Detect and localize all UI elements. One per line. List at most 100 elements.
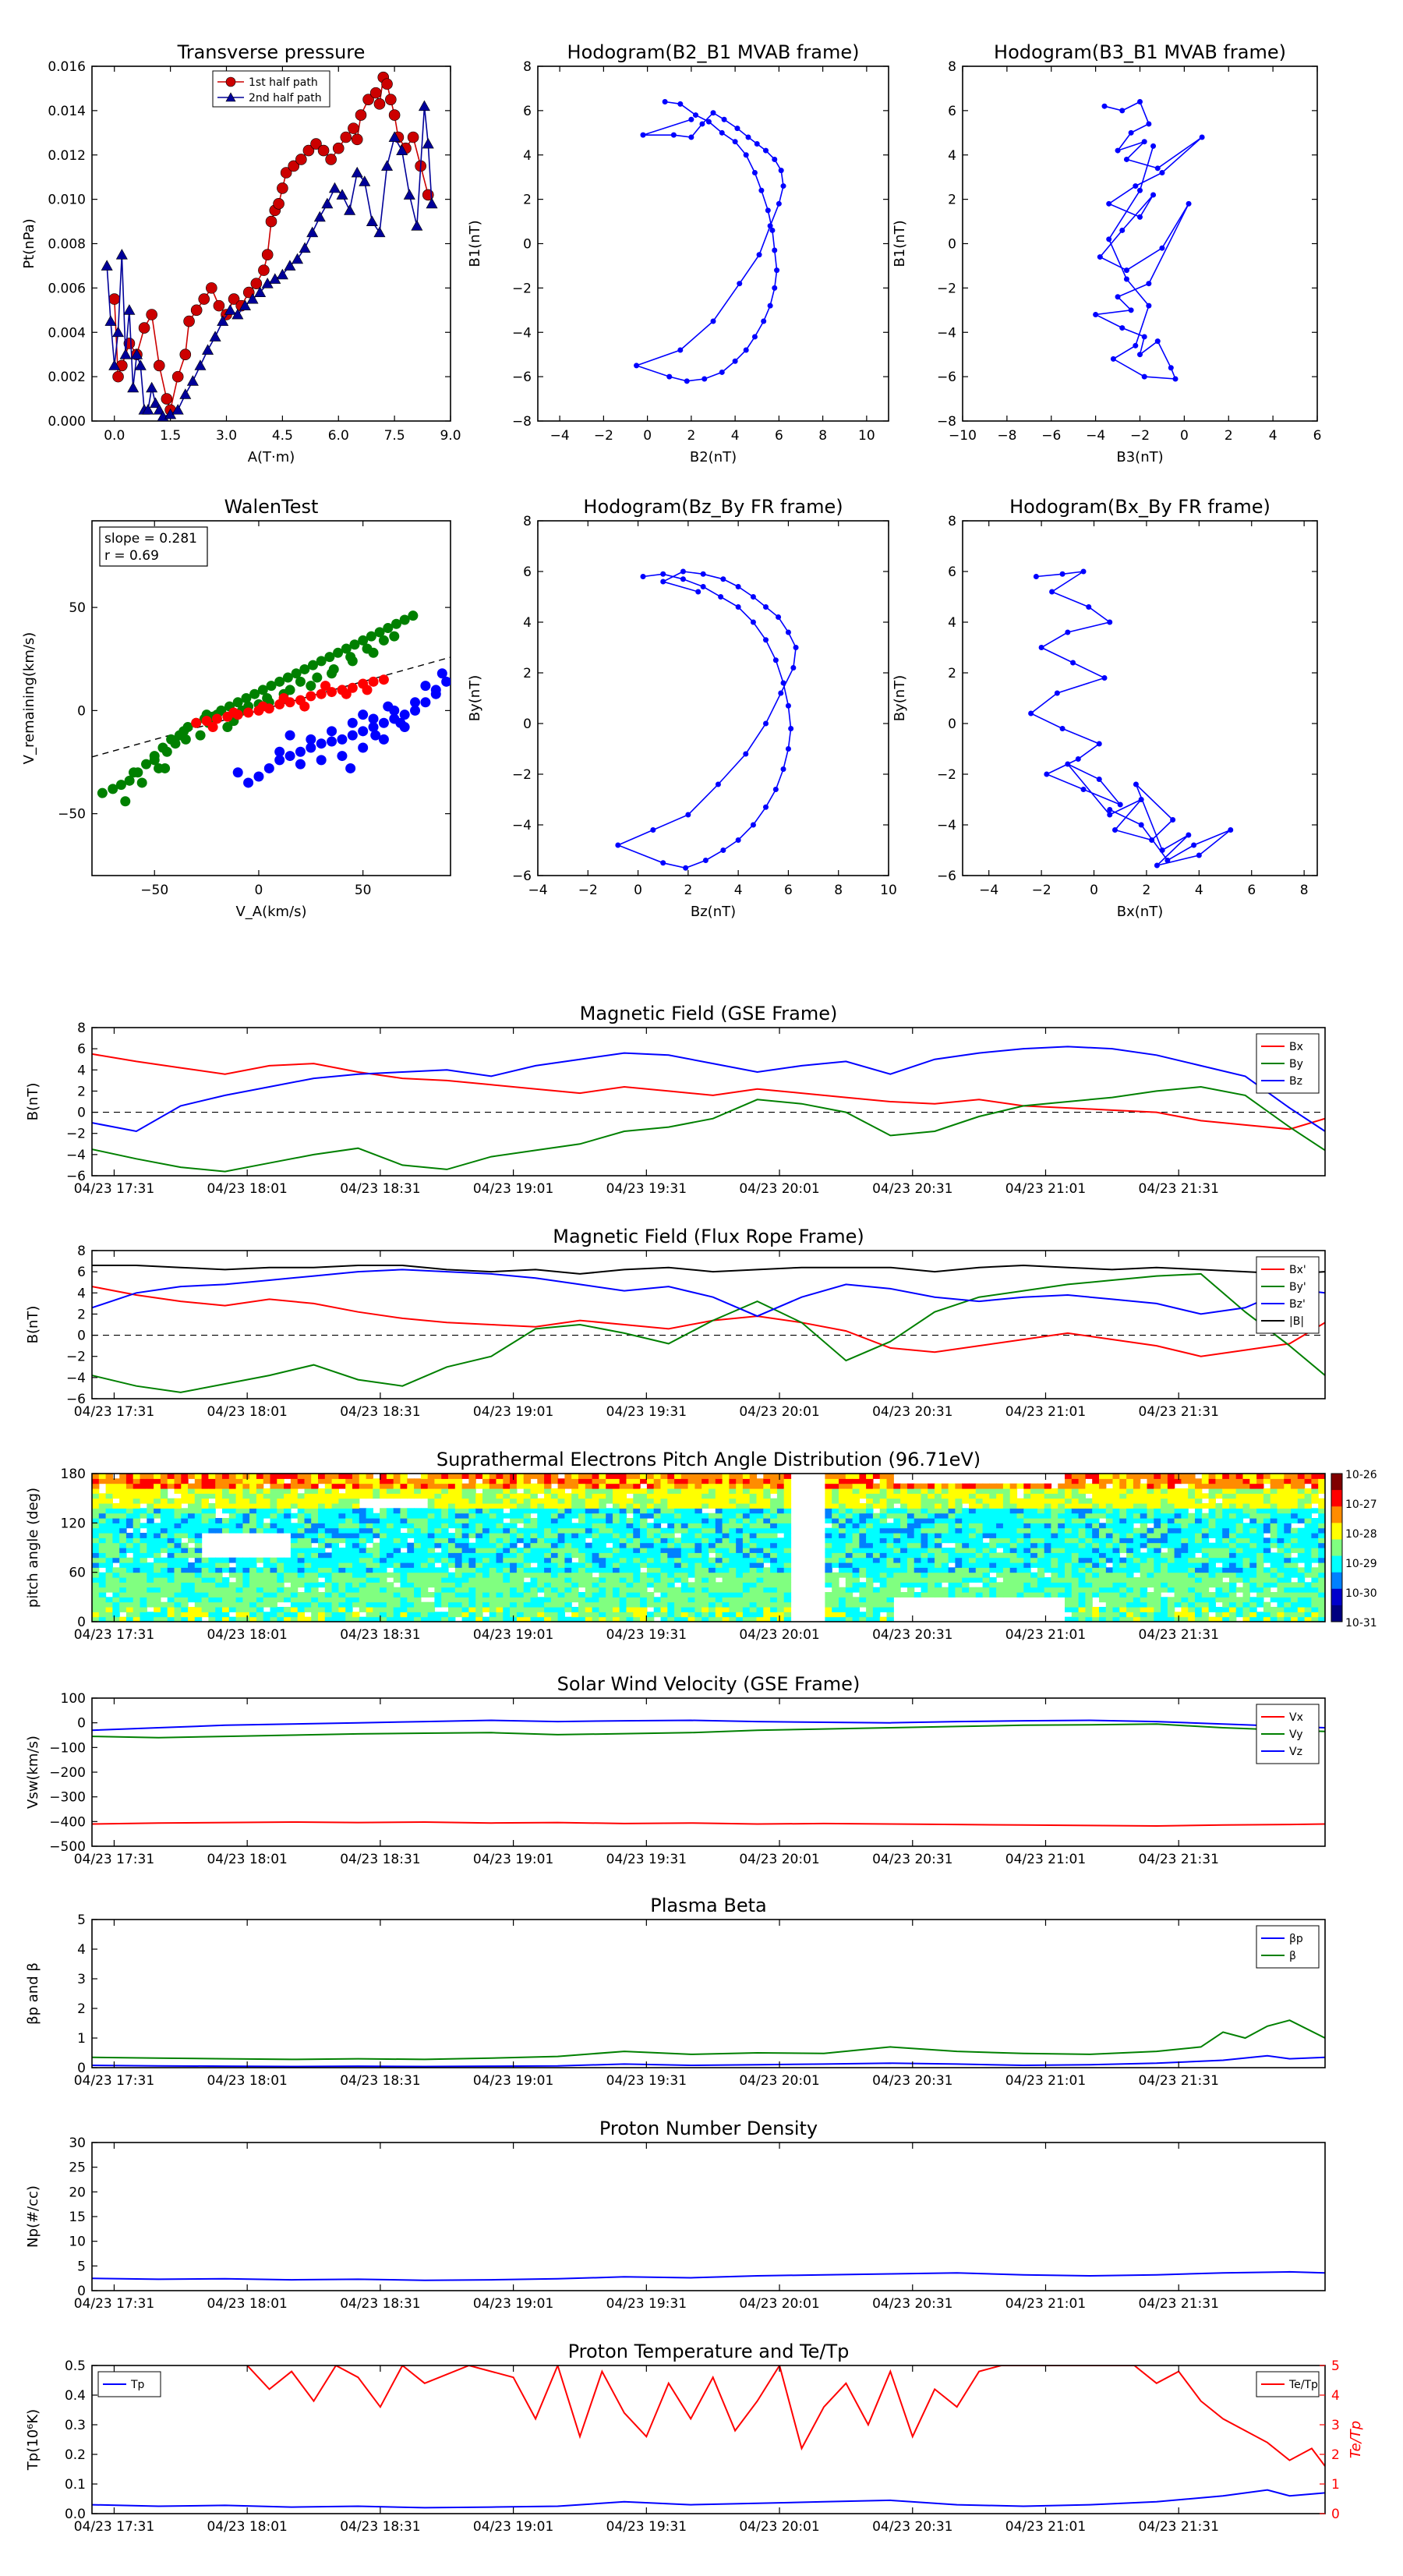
ts-pad-cell [921,1573,928,1578]
ts-pad-cell [928,1484,935,1489]
ts-pad-cell [428,1592,435,1598]
ts-pad-cell [716,1543,723,1548]
ts-pad-cell [564,1582,571,1587]
ts-pad-cell [92,1612,99,1617]
p-h3-point [660,579,666,585]
ts-pad-cell [497,1558,504,1563]
ts-pad-cell [757,1552,764,1558]
ts-pad-cell [770,1513,777,1519]
ts-pad-cell [989,1528,996,1534]
ts-pad-cell [613,1597,620,1602]
ts-pad-cell [1126,1592,1133,1598]
ts-pad-cell [983,1552,990,1558]
p-tp-point [113,327,124,337]
ts-pad-cell [1065,1484,1072,1489]
ts-pad-cell [482,1548,489,1553]
ts-pad-cell [482,1533,489,1538]
ts-pad-cell [585,1612,592,1617]
ts-pad-cell [270,1562,277,1568]
ts-pad-cell [551,1533,558,1538]
ts-pad-cell [832,1499,839,1504]
ts-pad-cell [606,1484,613,1489]
ts-pad-cell [414,1488,421,1494]
ts-pad-cell [1140,1577,1147,1583]
p-tp-point [292,253,303,264]
ts-pad-cell [270,1493,277,1499]
ts-pad-cell [578,1597,585,1602]
ts-pad-cell [188,1573,195,1578]
ts-pad-cell [1119,1602,1126,1608]
ts-pad-cell [825,1612,832,1617]
ts-pad-cell [1023,1513,1030,1519]
ts-pad-cell [723,1577,730,1583]
ts-pad-cell [503,1577,510,1583]
ts-pad-cell [407,1513,414,1519]
ts-pad-cell [1168,1573,1175,1578]
p-h1-ytick-label: 0 [523,237,532,253]
ts-pad-cell [983,1582,990,1587]
ts-pad-cell [647,1562,654,1568]
ts-pad-cell [599,1562,606,1568]
ts-pad-cell [119,1567,126,1573]
ts-pad-cell [853,1518,860,1523]
ts-pad-cell [578,1582,585,1587]
ts-pad-cell [688,1523,695,1528]
ts-pad-cell [1126,1503,1133,1509]
ts-pad-cell [729,1513,736,1519]
ts-pad-cell [345,1474,352,1479]
ts-pad-cell [1133,1478,1140,1484]
ts-pad-cell [1065,1602,1072,1608]
ts-pad-cell [962,1552,969,1558]
ts-pad-cell [1133,1582,1140,1587]
p-tp-point [258,265,269,276]
ts-pad-cell [633,1548,640,1553]
ts-pad-cell [270,1488,277,1494]
ts-pad-cell [1161,1499,1168,1504]
ts-pad-cell [599,1548,606,1553]
ts-pad-cell [859,1543,866,1548]
p-h2-point [1159,246,1164,251]
ts-pad-cell [202,1573,209,1578]
ts-pad-cell [489,1523,497,1528]
ts-pad-cell [181,1528,188,1534]
ts-pad-cell [1065,1597,1072,1602]
ts-pad-cell [462,1562,469,1568]
ts-pad-cell [503,1523,510,1528]
ts-pad-cell [325,1587,332,1593]
ts-pad-cell [1072,1573,1079,1578]
ts-pad-cell [195,1592,202,1598]
ts-pad-cell [229,1597,236,1602]
ts-pad-cell [462,1537,469,1543]
ts-pad-cell [736,1567,743,1573]
ts-pad-cell [1023,1587,1030,1593]
ts-pad-cell [489,1607,497,1612]
ts-pad-cell [832,1587,839,1593]
ts-pad-cell [667,1537,674,1543]
ts-pad-cell [743,1567,750,1573]
ts-pad-cell [976,1548,983,1553]
ts-pad-cell [606,1499,613,1504]
ts-pad-cell [168,1484,175,1489]
ts-pad-cell [571,1528,578,1534]
ts-pad-cell [154,1503,161,1509]
ts-pad-cell [482,1577,489,1583]
p-h1-point [702,376,707,381]
ts-pad-cell [1126,1518,1133,1523]
ts-pad-cell [428,1612,435,1617]
p-walen-point [379,635,389,646]
ts-pad-cell [784,1612,791,1617]
ts-pad-cell [1161,1558,1168,1563]
ts-pad-cell [880,1503,887,1509]
p-h4-point [1049,589,1055,595]
ts-pad-cell [168,1592,175,1598]
ts-pad-cell [1051,1562,1058,1568]
ts-pad-cell [688,1558,695,1563]
ts-pad-cell [468,1478,475,1484]
ts-gse-xtick-label: 04/23 20:31 [872,1181,952,1197]
p-walen-point [181,734,191,745]
ts-pad-cell [846,1587,853,1593]
ts-fr-xtick-label: 04/23 20:31 [872,1404,952,1420]
ts-pad-cell [1106,1602,1113,1608]
ts-pad-cell [133,1523,140,1528]
ts-pad-cell [291,1474,298,1479]
